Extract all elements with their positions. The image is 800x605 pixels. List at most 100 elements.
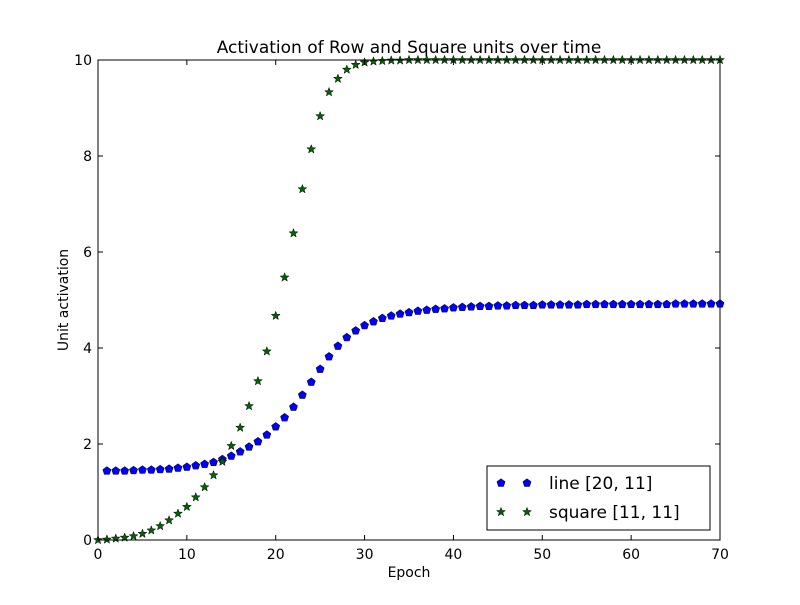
line-point <box>546 300 556 309</box>
line-point <box>662 299 672 309</box>
line-point <box>493 301 503 310</box>
axis-ticks: 0 10 20 30 40 50 60 70 0 2 4 6 8 10 <box>74 53 729 563</box>
line-point <box>466 302 476 311</box>
line-point <box>475 301 485 310</box>
line-point <box>173 463 183 472</box>
line-point <box>520 300 529 310</box>
line-point <box>431 304 441 313</box>
line-point <box>315 364 325 373</box>
y-axis-label: Unit activation <box>56 249 72 351</box>
x-tick-label: 0 <box>94 547 103 563</box>
x-tick-label: 70 <box>711 547 729 563</box>
legend-label-line: line [20, 11] <box>549 474 652 494</box>
line-point <box>404 307 414 317</box>
line-point <box>138 465 147 474</box>
square-point <box>101 534 112 544</box>
square-point <box>208 469 219 480</box>
plot-area <box>92 54 726 545</box>
y-tick-label: 8 <box>83 149 92 165</box>
line-point <box>235 447 245 456</box>
line-point <box>244 442 254 451</box>
x-tick-label: 30 <box>356 547 374 563</box>
square-point <box>341 64 352 74</box>
line-point <box>191 460 201 470</box>
square-point <box>350 59 361 70</box>
line-point <box>680 299 689 308</box>
line-point <box>591 299 600 309</box>
x-tick-label: 60 <box>622 547 640 563</box>
square-point <box>252 375 264 386</box>
square-point <box>270 310 281 321</box>
line-point <box>608 299 618 309</box>
y-tick-label: 10 <box>74 53 92 69</box>
line-point <box>502 301 512 310</box>
line-point <box>413 306 423 315</box>
line-point <box>342 332 352 342</box>
line-point <box>697 299 707 308</box>
line-point <box>297 390 307 399</box>
line-point <box>280 412 289 422</box>
y-tick-label: 4 <box>83 341 92 357</box>
legend-markers <box>495 478 533 517</box>
square-point <box>261 346 272 356</box>
x-axis-label: Epoch <box>388 565 431 581</box>
square-point <box>146 525 157 535</box>
line-point <box>155 464 165 474</box>
line-point <box>653 299 663 309</box>
square-point <box>279 272 290 282</box>
x-tick-label: 20 <box>267 547 285 563</box>
y-tick-label: 6 <box>83 245 92 261</box>
line-point <box>617 299 627 309</box>
line-point <box>511 300 521 310</box>
chart-title: Activation of Row and Square units over … <box>217 38 602 58</box>
line-point <box>537 300 547 309</box>
line-point <box>262 430 272 439</box>
line-point <box>582 299 592 309</box>
line-point <box>529 300 538 310</box>
square-point <box>110 533 121 543</box>
square-point <box>128 530 139 541</box>
line-point <box>120 466 130 475</box>
line-point <box>306 377 316 386</box>
line-point <box>600 299 609 309</box>
square-point <box>332 73 343 84</box>
line-point <box>449 303 458 312</box>
square-point <box>235 422 246 432</box>
line-point <box>573 300 583 309</box>
square-point <box>368 56 379 66</box>
square-point <box>181 501 192 512</box>
line-point <box>129 465 138 475</box>
line-point <box>440 304 449 313</box>
line-point <box>102 466 112 475</box>
line-point <box>289 402 298 411</box>
square-point <box>217 456 228 467</box>
legend-box <box>486 465 711 531</box>
line-point <box>626 299 636 309</box>
line-point <box>209 457 218 466</box>
square-point <box>297 183 308 194</box>
square-point <box>172 508 184 518</box>
square-point <box>137 528 148 539</box>
square-point <box>315 110 326 121</box>
legend: line [20, 11] square [11, 11] <box>486 465 711 531</box>
y-tick-label: 0 <box>83 533 92 549</box>
square-point <box>323 86 335 97</box>
line-point <box>555 300 565 309</box>
line-point <box>360 320 369 330</box>
line-point <box>324 352 334 361</box>
line-point <box>457 302 467 311</box>
series-line <box>102 299 725 475</box>
legend-marker-square <box>495 506 507 517</box>
square-point <box>243 400 255 411</box>
line-point <box>688 299 698 308</box>
line-point <box>422 305 432 314</box>
square-point <box>155 520 166 531</box>
square-point <box>226 440 237 451</box>
line-point <box>200 459 210 468</box>
legend-marker-line <box>522 478 532 487</box>
x-tick-label: 50 <box>533 547 551 563</box>
line-point <box>253 436 263 446</box>
line-point <box>333 341 343 350</box>
line-point <box>706 299 716 308</box>
